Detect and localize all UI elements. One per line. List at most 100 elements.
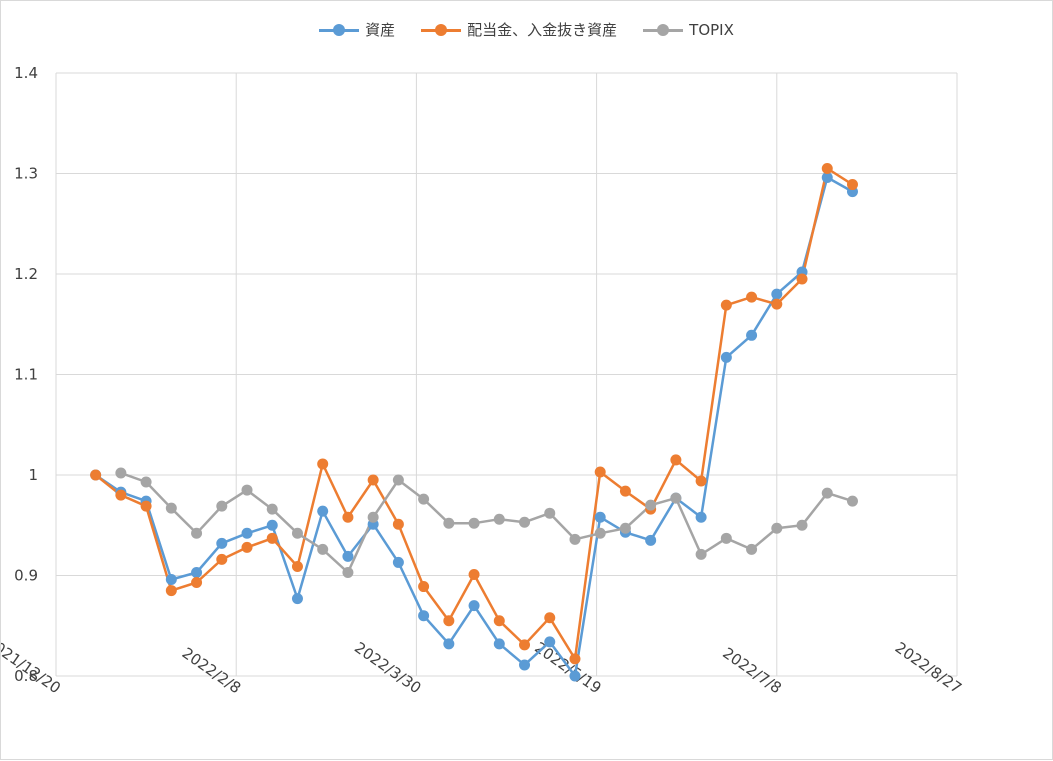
data-point-series-3 (291, 527, 303, 539)
data-point-series-3 (695, 548, 707, 560)
y-tick-label: 0.8 (14, 667, 38, 685)
data-point-series-1 (443, 638, 455, 650)
data-point-series-3 (670, 492, 682, 504)
data-point-series-2 (468, 568, 480, 580)
data-point-series-3 (443, 517, 455, 529)
data-point-series-1 (317, 505, 329, 517)
data-point-series-2 (392, 518, 404, 530)
data-point-series-1 (720, 351, 732, 363)
data-point-series-3 (519, 516, 531, 528)
data-point-series-2 (317, 458, 329, 470)
data-point-series-2 (519, 639, 531, 651)
series-line-2 (94, 167, 854, 661)
data-point-series-3 (342, 566, 354, 578)
data-point-series-2 (695, 475, 707, 487)
data-point-series-2 (90, 469, 102, 481)
data-point-series-1 (241, 527, 253, 539)
data-point-series-2 (594, 466, 606, 478)
data-point-series-2 (418, 581, 430, 593)
data-point-series-3 (115, 467, 127, 479)
data-point-series-3 (619, 522, 631, 534)
legend-swatch-series-2 (421, 23, 462, 37)
x-tick-label: 2021/12/20 (1, 633, 64, 697)
data-point-series-3 (594, 527, 606, 539)
data-point-series-2 (821, 162, 833, 174)
data-point-series-3 (241, 484, 253, 496)
data-point-series-2 (266, 532, 278, 544)
legend-item-series-3: TOPIX (643, 19, 734, 40)
data-point-series-2 (746, 291, 758, 303)
data-point-series-2 (670, 454, 682, 466)
legend-item-series-2: 配当金、入金抜き資産 (421, 19, 617, 40)
data-point-series-3 (746, 543, 758, 555)
legend-label-series-1: 資産 (365, 21, 396, 39)
data-point-series-1 (746, 329, 758, 341)
data-point-series-3 (720, 532, 732, 544)
data-point-series-3 (468, 517, 480, 529)
data-point-series-2 (165, 585, 177, 597)
data-point-series-1 (216, 537, 228, 549)
data-point-series-3 (367, 511, 379, 523)
x-tick-label: 2022/8/27 (892, 638, 965, 697)
x-tick-label: 2022/2/8 (179, 644, 245, 697)
data-point-series-2 (443, 615, 455, 627)
data-point-series-3 (846, 495, 858, 507)
data-point-series-3 (771, 522, 783, 534)
y-tick-label: 1.1 (14, 366, 38, 384)
data-point-series-3 (140, 476, 152, 488)
data-point-series-2 (342, 511, 354, 523)
y-tick-label: 1 (28, 466, 38, 484)
data-point-series-3 (165, 502, 177, 514)
data-point-series-2 (216, 553, 228, 565)
data-point-series-2 (241, 541, 253, 553)
data-point-series-3 (796, 519, 808, 531)
data-point-series-1 (418, 610, 430, 622)
data-point-series-2 (796, 273, 808, 285)
data-point-series-2 (140, 500, 152, 512)
data-point-series-2 (367, 474, 379, 486)
data-point-series-1 (544, 636, 556, 648)
data-point-series-1 (695, 511, 707, 523)
data-point-series-3 (191, 527, 203, 539)
data-point-series-3 (317, 543, 329, 555)
y-tick-label: 1.4 (14, 64, 38, 82)
legend-swatch-series-1 (319, 23, 360, 37)
data-point-series-1 (342, 550, 354, 562)
data-point-series-2 (191, 577, 203, 589)
data-point-series-2 (544, 612, 556, 624)
y-tick-label: 1.3 (14, 165, 38, 183)
data-point-series-1 (493, 638, 505, 650)
data-point-series-2 (569, 653, 581, 665)
data-point-series-3 (493, 513, 505, 525)
data-point-series-3 (266, 503, 278, 515)
data-point-series-1 (821, 172, 833, 184)
data-point-series-1 (291, 593, 303, 605)
data-point-series-1 (569, 670, 581, 682)
legend-swatch-series-3 (643, 23, 684, 37)
data-point-series-1 (771, 288, 783, 300)
data-point-series-1 (645, 534, 657, 546)
data-point-series-2 (846, 179, 858, 191)
data-point-series-1 (594, 511, 606, 523)
data-point-series-2 (771, 298, 783, 310)
data-point-series-3 (569, 533, 581, 545)
x-tick-label: 2022/3/30 (351, 638, 424, 697)
data-point-series-3 (645, 499, 657, 511)
data-point-series-3 (544, 507, 556, 519)
data-point-series-1 (468, 600, 480, 612)
data-point-series-2 (493, 615, 505, 627)
data-point-series-2 (291, 560, 303, 572)
data-point-series-1 (519, 659, 531, 671)
data-point-series-1 (165, 574, 177, 586)
data-point-series-1 (266, 519, 278, 531)
data-point-series-3 (821, 487, 833, 499)
data-point-series-2 (619, 485, 631, 497)
y-tick-label: 1.2 (14, 265, 38, 283)
data-point-series-1 (191, 566, 203, 578)
legend: 資産 配当金、入金抜き資産 TOPIX (1, 19, 1052, 40)
data-point-series-1 (392, 556, 404, 568)
data-point-series-3 (418, 493, 430, 505)
legend-item-series-1: 資産 (319, 19, 395, 40)
